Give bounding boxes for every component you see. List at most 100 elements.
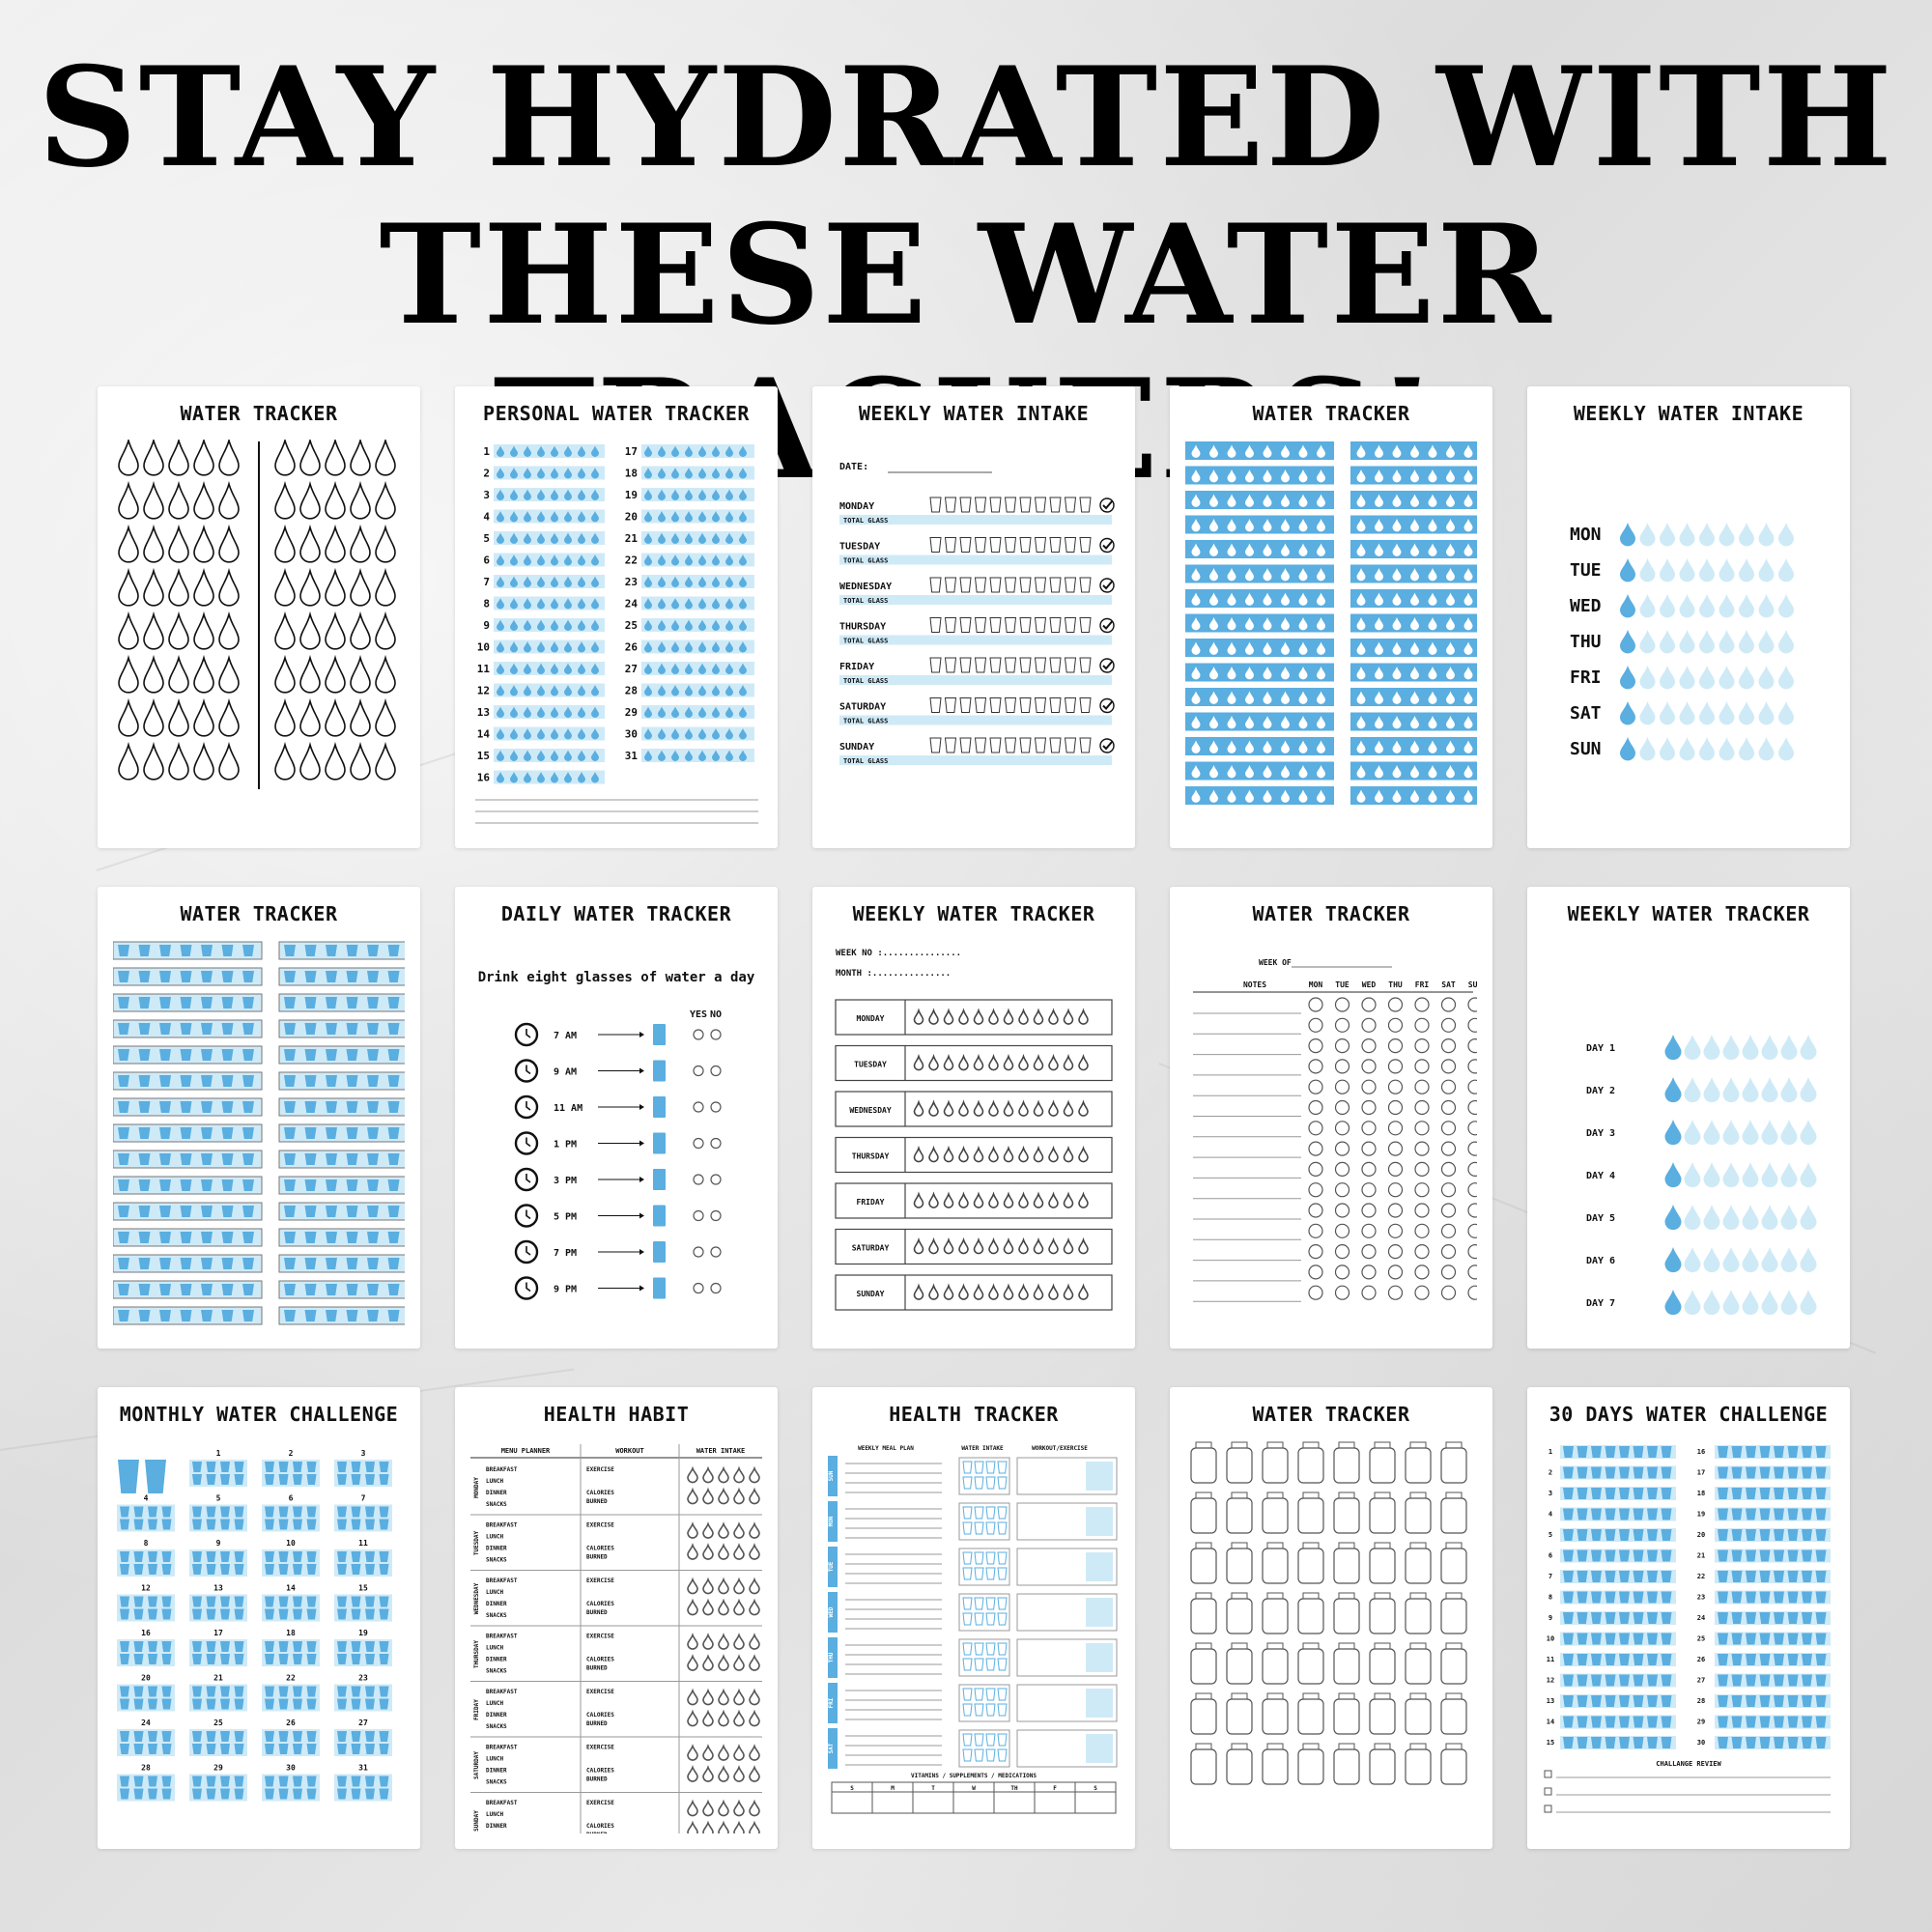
cup-icon (180, 1075, 192, 1087)
drop-icon (1660, 737, 1675, 761)
card-artwork: MENU PLANNER WORKOUT WATER INTAKEMONDAYBRE… (470, 1444, 762, 1833)
jar-icon (1226, 1447, 1253, 1484)
drop-icon (658, 554, 666, 566)
cup-icon (1746, 1695, 1756, 1707)
cup-icon (138, 997, 151, 1009)
cup-icon (159, 1075, 171, 1087)
cup-icon (1718, 1466, 1728, 1479)
drop-outline-icon (1078, 1283, 1089, 1300)
drop-icon (1317, 592, 1325, 606)
cup-icon (1563, 1654, 1574, 1665)
cup-icon (221, 1127, 234, 1139)
drop-icon (1739, 737, 1754, 761)
jar-lid (1302, 1441, 1320, 1449)
drop-outline-icon (1063, 1145, 1074, 1163)
cup-icon (346, 1310, 358, 1321)
strip-bar (1185, 540, 1334, 558)
tracking-circle (1414, 1182, 1430, 1198)
cup-icon (265, 1686, 274, 1697)
cup-icon (346, 1179, 358, 1191)
cup-row-bg (1715, 1611, 1831, 1625)
card-water-tracker-jars: WATER TRACKER (1170, 1387, 1492, 1849)
check-icon (1102, 581, 1113, 590)
meal-label: DINNER (486, 1601, 507, 1607)
drop-icon (578, 468, 585, 479)
cup-icon (1802, 1549, 1812, 1562)
drop-icon (497, 619, 504, 631)
drop-icon (591, 728, 599, 740)
drop-icon (1263, 716, 1272, 729)
cup-icon (304, 971, 317, 982)
day-number: 23 (358, 1674, 368, 1683)
tracking-circle (1334, 997, 1350, 1012)
cup-icon (242, 1049, 254, 1061)
meal-label: BREAKFAST (486, 1689, 518, 1695)
cup-outline-icon (962, 1521, 973, 1535)
day-number: 26 (286, 1719, 296, 1727)
tracking-circle (1361, 1285, 1377, 1300)
cup-icon (1577, 1466, 1588, 1479)
drop-icon (698, 641, 706, 653)
cup-icon (351, 1551, 361, 1562)
cup-icon (1563, 1695, 1574, 1707)
cup-outline-icon (997, 1597, 1008, 1610)
cup-icon (159, 1127, 171, 1139)
drop-icon (1281, 592, 1290, 606)
cup-outline-icon (997, 1748, 1008, 1762)
cup-icon (206, 1519, 216, 1530)
card-artwork: WEEK OFNOTESMONTUEWEDTHUFRISATSUN (1193, 958, 1477, 1302)
drop-icon (1298, 789, 1308, 803)
cup-icon (1787, 1591, 1799, 1604)
drop-icon (578, 511, 585, 523)
glass-icon (974, 617, 987, 633)
cup-icon (1759, 1612, 1771, 1624)
cup-icon (337, 1744, 347, 1754)
cup-icon (379, 1731, 389, 1742)
drop-outline-icon (1078, 1236, 1089, 1255)
weekday-label: SATURDAY (473, 1751, 480, 1779)
cup-outline-icon (985, 1506, 996, 1520)
cup-outline-icon (985, 1461, 996, 1474)
cup-icon (1647, 1529, 1658, 1541)
day-number: 16 (1697, 1448, 1705, 1456)
drop-icon (1227, 691, 1236, 704)
cup-icon (220, 1564, 230, 1575)
cup-icon (379, 1551, 389, 1562)
drop-icon (578, 772, 585, 783)
drop-icon (1463, 789, 1473, 803)
drop-icon (725, 706, 733, 718)
jar-lid (1195, 1692, 1212, 1700)
cup-icon (293, 1506, 302, 1518)
drop-icon (591, 554, 599, 566)
drop-outline-icon (375, 524, 396, 563)
drop-icon (510, 468, 518, 479)
cup-icon (138, 1075, 151, 1087)
cup-icon (306, 1596, 317, 1607)
drop-icon (739, 706, 747, 718)
drop-icon (1356, 592, 1366, 606)
drop-icon (658, 532, 666, 544)
day-number: 14 (1547, 1719, 1554, 1726)
no-circle (710, 1137, 722, 1150)
drop-icon (578, 663, 585, 674)
cup-icon (1746, 1737, 1756, 1748)
drop-icon (725, 445, 733, 457)
cup-icon (346, 971, 358, 982)
cup-icon (1774, 1508, 1784, 1520)
day-number: 5 (216, 1494, 221, 1503)
cup-icon (220, 1608, 230, 1620)
drop-outline-icon (274, 480, 296, 520)
drop-outline-icon (1078, 1145, 1089, 1163)
drop-icon (685, 468, 693, 479)
drop-icon (1298, 716, 1308, 729)
drop-icon (1699, 701, 1715, 725)
cup-row-bg (1715, 1528, 1831, 1542)
drop-outline-icon (702, 1688, 714, 1706)
drop-icon (644, 641, 652, 653)
health-tracker-table: WEEKLY MEAL PLAN WATER INTAKE WORKOUT/EXER… (828, 1440, 1120, 1833)
drop-outline-icon (749, 1465, 760, 1484)
cup-icon (379, 1744, 389, 1754)
card-weekly-water-intake-glasses: WEEKLY WATER INTAKE DATE: MONDAY TOTAL GLA… (812, 386, 1135, 848)
cup-icon (326, 1049, 337, 1061)
